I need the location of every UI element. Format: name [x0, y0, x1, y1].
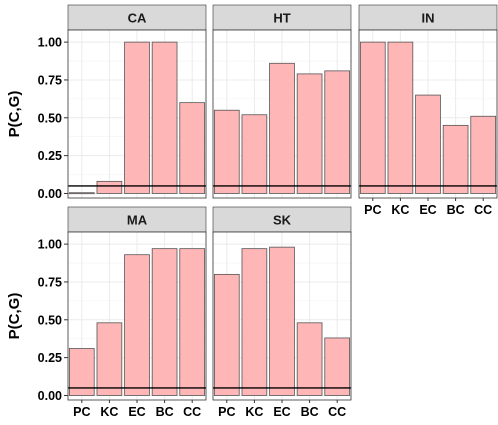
x-tick-label: KC	[245, 405, 263, 419]
panel-border	[212, 29, 352, 199]
y-tick-label: 0.25	[38, 351, 62, 365]
strip-label: CA	[128, 11, 147, 26]
x-tick-label: KC	[100, 405, 118, 419]
y-tick-label: 0.25	[38, 149, 62, 163]
x-tick-label: EC	[273, 405, 290, 419]
strip-background	[67, 4, 207, 31]
bar-sk-ec	[269, 246, 295, 396]
x-tick-label: BC	[156, 405, 174, 419]
x-tick-label: KC	[391, 203, 409, 217]
strip-label: IN	[422, 11, 435, 26]
bar-ht-pc	[213, 109, 240, 194]
y-tick-label: 0.50	[38, 111, 62, 125]
bar-in-bc	[442, 124, 469, 194]
x-tick-label: CC	[183, 405, 201, 419]
bar-ht-cc	[324, 70, 351, 194]
x-tick-label: PC	[73, 405, 90, 419]
bar-in-ec	[415, 94, 441, 194]
strip-background	[67, 206, 207, 233]
y-tick-label: 0.75	[38, 275, 62, 289]
bar-ca-kc	[96, 180, 123, 194]
y-axis-title: P(C,G)	[6, 91, 23, 138]
y-tick-label: 0.75	[38, 73, 62, 87]
strip-background	[212, 4, 352, 31]
x-tick-label: EC	[419, 203, 436, 217]
bar-ma-bc	[151, 248, 178, 396]
bar-ma-cc	[179, 248, 206, 396]
bar-in-cc	[470, 115, 497, 194]
bar-in-kc	[387, 41, 414, 194]
x-tick-label: CC	[328, 405, 346, 419]
bar-in-pc	[359, 41, 386, 194]
x-tick-label: EC	[128, 405, 145, 419]
y-tick-label: 0.00	[38, 187, 62, 201]
strip-label: HT	[273, 11, 290, 26]
panel-sk: SK PC KC EC BC CC	[212, 206, 352, 419]
bar-sk-pc	[213, 273, 240, 396]
bar-ma-kc	[96, 322, 123, 396]
panel-ht: HT	[212, 4, 352, 199]
panel-ca: CA 0.00 0.25 0.50 0.75 1.00	[38, 4, 207, 201]
bar-ca-bc	[151, 41, 178, 194]
panel-ma: MA 0.00 0.25 0.50 0.75 1.00 PC KC EC BC CC	[38, 206, 207, 419]
bar-sk-kc	[241, 248, 268, 396]
x-tick-label: PC	[364, 203, 381, 217]
x-tick-label: PC	[218, 405, 235, 419]
bar-ht-kc	[241, 114, 268, 194]
bar-ma-ec	[124, 254, 150, 396]
bar-sk-bc	[296, 322, 323, 396]
bar-ht-ec	[269, 62, 295, 194]
y-axis-title: P(C,G)	[6, 293, 23, 340]
bar-sk-cc	[324, 337, 351, 396]
x-tick-label: CC	[474, 203, 492, 217]
y-tick-label: 1.00	[38, 238, 62, 252]
x-tick-label: BC	[447, 203, 465, 217]
bar-ca-cc	[179, 102, 206, 194]
y-tick-label: 0.00	[38, 389, 62, 403]
bar-ca-ec	[124, 41, 150, 194]
bar-ca-pc	[68, 192, 95, 195]
y-tick-label: 0.50	[38, 313, 62, 327]
strip-background	[358, 4, 498, 31]
panel-in: IN PC KC EC BC CC	[358, 4, 498, 217]
strip-label: SK	[273, 213, 292, 228]
y-tick-label: 1.00	[38, 36, 62, 50]
strip-label: MA	[127, 213, 148, 228]
panel-border	[67, 29, 207, 199]
bar-ht-bc	[296, 73, 323, 194]
x-tick-label: BC	[301, 405, 319, 419]
